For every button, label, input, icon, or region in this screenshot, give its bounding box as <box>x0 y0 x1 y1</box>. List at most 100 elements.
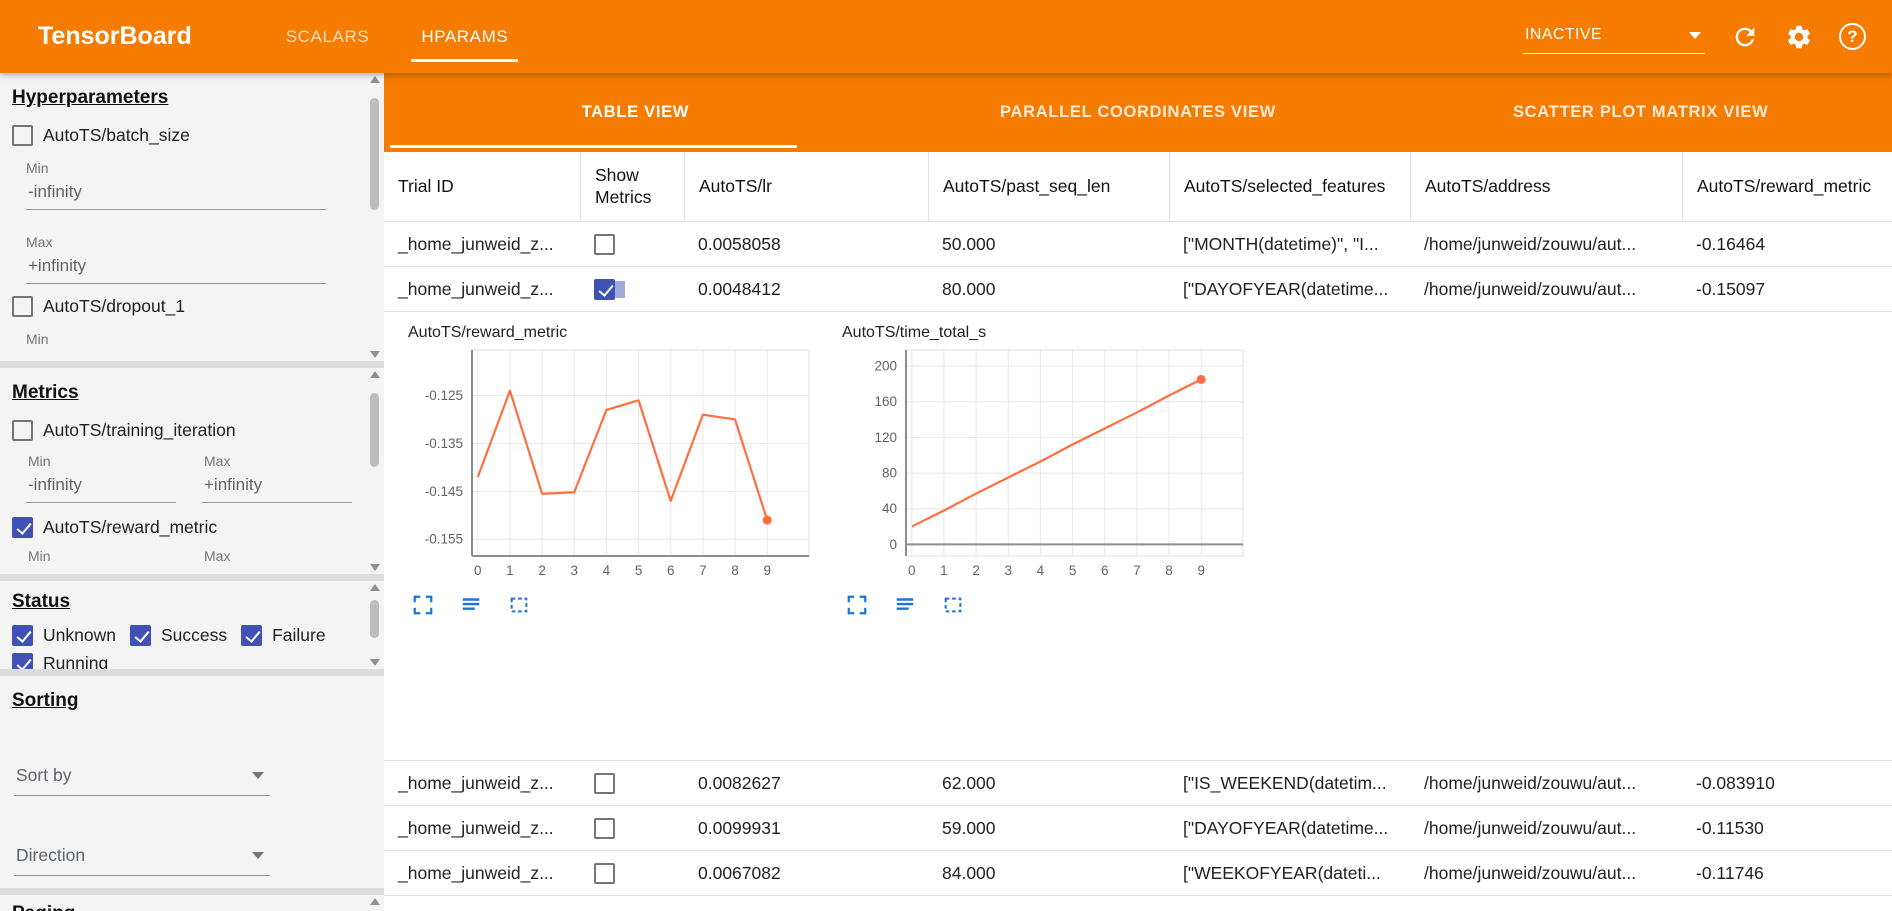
cell-reward-metric: -0.15097 <box>1696 278 1766 299</box>
sort-by-select[interactable]: Sort by <box>14 760 270 796</box>
direction-value: Direction <box>16 845 86 865</box>
checkbox-batch-size[interactable] <box>12 125 33 146</box>
cell-lr: 0.0082627 <box>698 772 781 793</box>
cell-lr: 0.0067082 <box>698 862 781 883</box>
column-header-autots-reward-metric[interactable]: AutoTS/reward_metric <box>1682 152 1892 221</box>
scroll-up-icon[interactable] <box>370 898 380 905</box>
refresh-button[interactable] <box>1731 23 1759 51</box>
hparam-label: AutoTS/batch_size <box>43 125 190 145</box>
show-metrics-checkbox[interactable] <box>594 817 615 839</box>
scroll-up-icon[interactable] <box>370 371 380 378</box>
zoom-selection-icon[interactable] <box>508 594 530 616</box>
svg-text:6: 6 <box>667 563 675 578</box>
caret-down-icon <box>252 772 264 779</box>
tab-parallel-coordinates-view[interactable]: PARALLEL COORDINATES VIEW <box>1000 103 1277 121</box>
tab-scatter-plot-matrix-view[interactable]: SCATTER PLOT MATRIX VIEW <box>1512 103 1769 121</box>
cell-reward-metric: -0.11746 <box>1696 862 1764 883</box>
data-table-icon[interactable] <box>460 594 482 616</box>
checkbox-status-failure[interactable] <box>241 625 263 646</box>
cell-lr: 0.0099931 <box>698 817 781 838</box>
line-chart-time-total[interactable]: 0 1 2 3 4 5 6 7 8 9 0 40 80 120 160 200 <box>840 344 1252 584</box>
chart-title: AutoTS/time_total_s <box>842 324 987 341</box>
column-header-autots-selected-features[interactable]: AutoTS/selected_features <box>1169 152 1410 221</box>
cell-selected-features: ["MONTH(datetime)", "I... <box>1183 233 1379 254</box>
hparam-item-dropout-1[interactable]: AutoTS/dropout_1 <box>12 296 358 317</box>
settings-gear-icon <box>1788 25 1810 48</box>
svg-text:5: 5 <box>635 563 643 578</box>
scrollbar-thumb[interactable] <box>370 98 379 210</box>
svg-text:0: 0 <box>474 563 482 578</box>
svg-text:-0.125: -0.125 <box>425 388 463 403</box>
scroll-down-icon[interactable] <box>370 351 380 358</box>
checkbox-status-success[interactable] <box>129 625 151 646</box>
settings-button[interactable] <box>1785 23 1813 51</box>
svg-text:5: 5 <box>1069 563 1077 578</box>
svg-text:80: 80 <box>882 466 897 481</box>
cell-past-seq-len: 84.000 <box>942 862 996 883</box>
checkbox-dropout-1[interactable] <box>12 296 33 317</box>
svg-text:9: 9 <box>1197 563 1205 578</box>
column-header-autots-lr[interactable]: AutoTS/lr <box>684 152 928 221</box>
svg-text:4: 4 <box>1037 563 1045 578</box>
checkbox-status-unknown[interactable] <box>12 625 33 646</box>
status-item-success[interactable]: Success <box>129 625 227 646</box>
show-metrics-checkbox[interactable] <box>594 862 615 884</box>
scroll-up-icon[interactable] <box>370 584 380 591</box>
expanded-metrics-row: AutoTS/reward_metric 0 1 2 3 4 5 6 7 8 9 -0.125 -0.… <box>384 312 1892 761</box>
show-metrics-checkbox[interactable] <box>594 233 615 255</box>
cell-selected-features: ["WEEKOFYEAR(dateti... <box>1183 862 1381 883</box>
column-header-trial-id[interactable]: Trial ID <box>398 175 454 196</box>
refresh-icon <box>1735 27 1755 46</box>
min-label: Min <box>28 453 51 469</box>
data-table-icon[interactable] <box>894 594 916 616</box>
run-status-select[interactable]: INACTIVE <box>1523 19 1705 54</box>
cell-lr: 0.0058058 <box>698 233 781 254</box>
line-chart-reward-metric[interactable]: 0 1 2 3 4 5 6 7 8 9 -0.125 -0.135 -0.145 -0.155 <box>406 344 818 584</box>
scrollbar-track <box>369 898 381 908</box>
checkbox-reward-metric[interactable] <box>12 517 33 538</box>
column-header-autots-past-seq-len[interactable]: AutoTS/past_seq_len <box>928 152 1169 221</box>
cell-trial-id: _home_junweid_z... <box>398 233 554 254</box>
view-tabs-bar: TABLE VIEW PARALLEL COORDINATES VIEW SCA… <box>384 73 1892 152</box>
scrollbar-thumb[interactable] <box>370 393 379 467</box>
tab-table-view[interactable]: TABLE VIEW <box>384 73 887 152</box>
svg-text:0: 0 <box>889 537 897 552</box>
show-metrics-checkbox[interactable] <box>594 278 615 300</box>
scroll-down-icon[interactable] <box>370 659 380 666</box>
max-label: Max <box>204 548 231 564</box>
hparam-item-batch-size[interactable]: AutoTS/batch_size <box>12 125 358 146</box>
column-header-show-metrics[interactable]: Show Metrics <box>580 152 684 221</box>
scrollbar-thumb[interactable] <box>370 600 379 638</box>
help-button[interactable]: ? <box>1839 23 1866 50</box>
cell-trial-id: _home_junweid_z... <box>398 862 554 883</box>
app-title: TensorBoard <box>38 22 192 50</box>
column-header-autots-address[interactable]: AutoTS/address <box>1410 152 1682 221</box>
status-item-failure[interactable]: Failure <box>241 625 326 646</box>
sort-by-value: Sort by <box>16 765 72 785</box>
maximize-icon[interactable] <box>412 594 434 616</box>
tab-scalars[interactable]: SCALARS <box>285 26 370 46</box>
status-item-unknown[interactable]: Unknown <box>12 625 116 646</box>
checkbox-training-iteration[interactable] <box>12 420 33 441</box>
min-input[interactable] <box>26 178 326 210</box>
sidebar-section-hyperparameters: Hyperparameters AutoTS/batch_size Min Ma… <box>0 73 384 361</box>
metrics-heading: Metrics <box>12 382 79 403</box>
metric-item-training-iteration[interactable]: AutoTS/training_iteration <box>12 420 358 441</box>
maximize-icon[interactable] <box>846 594 868 616</box>
table-row: _home_junweid_z... 0.0048412 80.000 ["DA… <box>384 267 1892 312</box>
scroll-down-icon[interactable] <box>370 564 380 571</box>
direction-select[interactable]: Direction <box>14 840 270 876</box>
tab-hparams[interactable]: HPARAMS <box>395 0 534 73</box>
checkbox-status-running[interactable] <box>12 653 33 669</box>
scroll-up-icon[interactable] <box>370 76 380 83</box>
min-input[interactable] <box>26 471 176 503</box>
status-item-running[interactable]: Running <box>12 653 108 669</box>
max-input[interactable] <box>26 252 326 284</box>
metric-item-reward-metric[interactable]: AutoTS/reward_metric <box>12 517 358 538</box>
show-metrics-checkbox[interactable] <box>594 772 615 794</box>
paging-heading: Paging <box>12 903 358 911</box>
max-input[interactable] <box>202 471 352 503</box>
status-label: Unknown <box>43 625 116 645</box>
zoom-selection-icon[interactable] <box>942 594 964 616</box>
svg-text:6: 6 <box>1101 563 1109 578</box>
